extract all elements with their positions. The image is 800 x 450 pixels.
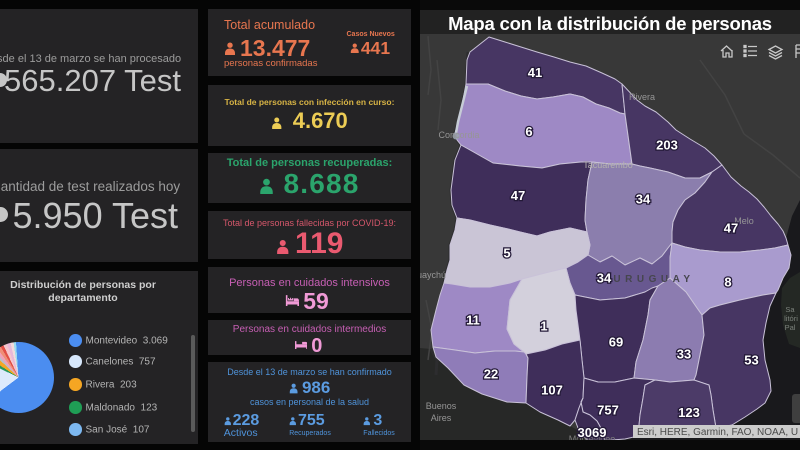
svg-text:8: 8	[724, 275, 731, 290]
svg-text:Montevideo: Montevideo	[569, 434, 616, 440]
svg-text:1: 1	[540, 319, 547, 334]
svg-text:Melo: Melo	[734, 216, 754, 226]
svg-text:34: 34	[597, 271, 612, 286]
svg-text:123: 123	[678, 405, 700, 420]
svg-text:34: 34	[636, 192, 651, 207]
svg-text:Esri, HERE, Garmin, FAO, NOAA,: Esri, HERE, Garmin, FAO, NOAA, U	[637, 427, 798, 438]
svg-text:47: 47	[724, 221, 738, 236]
svg-text:Rivera: Rivera	[629, 92, 655, 102]
svg-text:6: 6	[525, 124, 532, 139]
svg-text:litóri: litóri	[784, 314, 798, 323]
svg-text:757: 757	[597, 403, 619, 418]
svg-text:203: 203	[656, 138, 678, 153]
svg-text:11: 11	[466, 313, 480, 328]
svg-text:Concordia: Concordia	[438, 130, 479, 140]
svg-text:69: 69	[609, 335, 623, 350]
svg-text:22: 22	[484, 367, 498, 382]
svg-text:3069: 3069	[578, 425, 607, 440]
svg-text:Buenos: Buenos	[426, 401, 457, 411]
svg-text:URUGUAY: URUGUAY	[613, 274, 694, 285]
svg-text:Aires: Aires	[431, 413, 452, 423]
svg-text:53: 53	[744, 353, 758, 368]
svg-text:47: 47	[511, 188, 525, 203]
svg-text:5: 5	[503, 246, 510, 261]
svg-text:Sa: Sa	[785, 305, 795, 314]
svg-text:Pal: Pal	[785, 323, 796, 332]
svg-text:107: 107	[541, 383, 563, 398]
svg-text:Tacuarembó: Tacuarembó	[583, 160, 633, 170]
svg-text:41: 41	[528, 65, 542, 80]
svg-text:guaychú: guaychú	[420, 270, 446, 280]
svg-text:33: 33	[677, 347, 691, 362]
